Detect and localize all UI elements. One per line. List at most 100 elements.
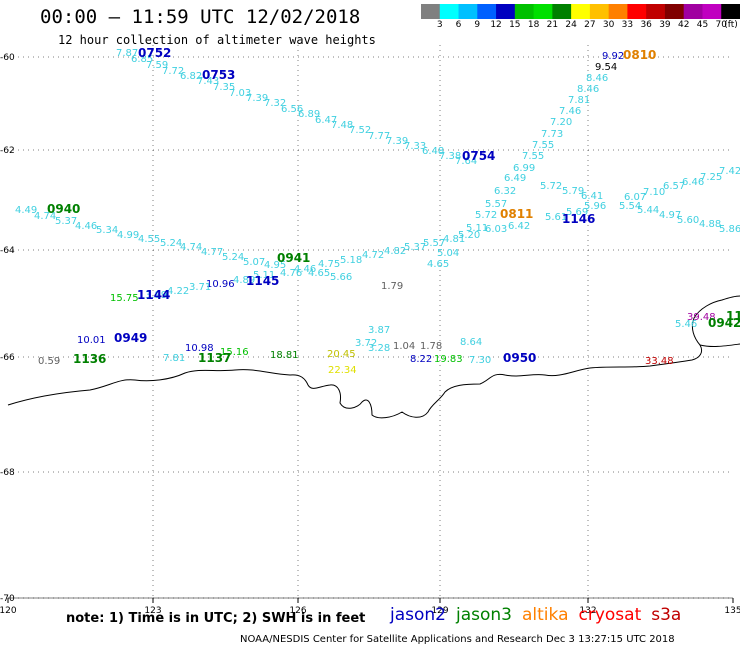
wave-height-value: 4.88 [699, 219, 721, 230]
wave-height-value: 6.89 [298, 109, 320, 120]
wave-height-value: 1.04 [393, 341, 415, 352]
satellite-legend-item: jason2 [390, 605, 446, 625]
wave-height-value: 5.66 [330, 272, 352, 283]
color-swatch [514, 4, 535, 19]
wave-height-value: 5.44 [637, 205, 659, 216]
wave-height-value: 5.86 [719, 224, 740, 235]
chart-subtitle: 12 hour collection of altimeter wave hei… [58, 33, 376, 47]
pass-time-label: 1136 [73, 352, 106, 366]
wave-height-value: 5.69 [566, 207, 588, 218]
satellite-legend-item: jason3 [456, 605, 512, 625]
wave-height-value: 6.49 [504, 173, 526, 184]
wave-height-value: 5.61 [545, 212, 567, 223]
color-swatch [646, 4, 666, 19]
wave-height-value: 0.59 [38, 356, 60, 367]
wave-height-value: 5.96 [584, 201, 606, 212]
wave-height-value: 6.03 [485, 224, 507, 235]
color-scale-label: 30 [602, 20, 615, 30]
wave-height-value: 1.79 [381, 281, 403, 292]
lat-label: -60 [0, 53, 15, 63]
wave-height-value: 5.04 [437, 248, 459, 259]
wave-height-value: 4.49 [15, 205, 37, 216]
wave-height-value: 5.57 [423, 238, 445, 249]
color-scale-label: 12 [490, 20, 502, 30]
color-scale-label: 24 [565, 20, 577, 30]
lon-label: 123 [144, 606, 161, 616]
color-swatch [421, 4, 441, 19]
color-scale-label: 42 [677, 20, 690, 30]
color-swatch [608, 4, 628, 19]
wave-height-value: 4.77 [201, 247, 223, 258]
wave-height-value: 7.87 [116, 48, 138, 59]
wave-height-value: 5.60 [677, 215, 699, 226]
map-grid [8, 45, 733, 599]
lat-label: -62 [0, 146, 15, 156]
wave-height-value: 7.59 [146, 60, 168, 71]
wave-height-value: 10.98 [185, 343, 214, 354]
color-swatch [721, 4, 740, 19]
color-scale-labels: 3 6 9 12 15 18 21 24 27 30 33 36 39 42 45 70 (ft) [421, 20, 740, 34]
pass-time-label: 11 [726, 309, 740, 323]
wave-height-value: 7.73 [541, 129, 563, 140]
wave-height-value: 7.72 [162, 66, 184, 77]
wave-height-value: 15.16 [220, 347, 249, 358]
wave-height-value: 8.64 [460, 337, 482, 348]
wave-height-value: 5.46 [675, 319, 697, 330]
wave-height-value: 6.41 [581, 191, 603, 202]
pass-time-label: 1145 [246, 274, 279, 288]
lat-label: -70 [0, 594, 15, 604]
satellite-legend-item: altika [522, 605, 569, 625]
wave-height-value: 4.99 [117, 230, 139, 241]
color-swatch [627, 4, 647, 19]
color-swatch [664, 4, 685, 19]
wave-height-value: 4.72 [362, 250, 384, 261]
wave-height-value: 7.39 [386, 136, 408, 147]
wave-height-value: 4.65 [427, 259, 449, 270]
wave-height-value: 7.33 [404, 141, 426, 152]
wave-height-value: 4.46 [294, 264, 316, 275]
wave-height-value: 4.81 [443, 234, 465, 245]
wave-height-value: 5.11 [253, 270, 275, 281]
wave-height-value: 3.71 [189, 282, 211, 293]
color-swatch [552, 4, 572, 19]
pass-time-label: 0950 [503, 351, 536, 365]
color-scale-label: 70 [715, 20, 727, 30]
color-scale-label: 36 [640, 20, 652, 30]
pass-times-layer: 0752 0753 0810 0754 0811 1146 0940 0941 1145 1144… [47, 46, 740, 366]
color-swatch [589, 4, 610, 19]
pass-time-label: 1146 [562, 212, 595, 226]
color-swatch [477, 4, 497, 19]
coastline [7, 295, 740, 419]
wave-height-value: 7.77 [368, 131, 390, 142]
wave-height-value: 6.07 [624, 192, 646, 203]
wave-height-value: 7.35 [213, 82, 235, 93]
pass-time-label: 0752 [138, 46, 171, 60]
pass-time-label: 0754 [462, 149, 495, 163]
wave-height-value: 4.89 [233, 275, 255, 286]
wave-height-value: 4.65 [308, 268, 330, 279]
wave-height-value: 5.79 [562, 186, 584, 197]
wave-height-value: 7.39 [246, 93, 268, 104]
satellite-legend-item: cryosat [578, 605, 642, 625]
wave-height-value: 6.48 [422, 146, 444, 157]
wave-height-value: 5.20 [458, 230, 480, 241]
lat-label: -68 [0, 468, 15, 478]
pass-time-label: 0949 [114, 331, 147, 345]
wave-height-value: 7.55 [532, 140, 554, 151]
color-swatch [439, 4, 460, 19]
wave-height-value: 33.48 [645, 356, 674, 367]
wave-height-value: 5.37 [55, 216, 77, 227]
wave-height-value: 7.64 [455, 156, 477, 167]
color-swatch [702, 4, 722, 19]
pass-time-label: 0942 [708, 316, 740, 330]
wave-height-value: 9.54 [595, 62, 617, 73]
lon-label: 129 [431, 606, 448, 616]
wave-height-value: 4.95 [264, 260, 286, 271]
wave-height-value: 4.82 [384, 246, 406, 257]
lat-label: -64 [0, 246, 15, 256]
wave-height-value: 7.42 [719, 166, 740, 177]
wave-height-value: 39.48 [687, 312, 716, 323]
lon-label: 120 [0, 606, 17, 616]
pass-time-label: 0940 [47, 202, 80, 216]
wave-height-value: 5.54 [619, 201, 641, 212]
